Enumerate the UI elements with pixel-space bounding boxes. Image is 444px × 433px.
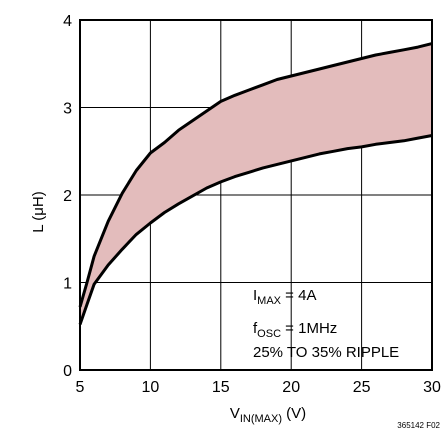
plot-frame	[79, 19, 433, 371]
x-tick-label: 20	[282, 379, 300, 396]
x-tick-label: 15	[212, 379, 230, 396]
y-tick-label: 3	[63, 101, 72, 118]
annotation-ripple: 25% TO 35% RIPPLE	[253, 344, 399, 361]
y-tick-label: 4	[63, 13, 72, 30]
y-axis-label: L (μH)	[30, 191, 47, 232]
inductance-range-band	[80, 43, 432, 325]
conditions-annotation: IMAX = 4A fOSC = 1MHz 25% TO 35% RIPPLE	[253, 287, 399, 361]
annotation-fosc: fOSC = 1MHz	[253, 320, 337, 340]
lower-bound-curve	[78, 134, 433, 325]
x-tick-label: 10	[142, 379, 160, 396]
y-tick-label: 0	[63, 363, 72, 380]
figure-id: 365142 F02	[397, 421, 440, 430]
y-tick-label: 2	[63, 188, 72, 205]
y-axis-ticks: 0 1 2 3 4	[63, 13, 72, 380]
x-tick-label: 30	[423, 379, 441, 396]
x-axis-ticks: 5 10 15 20 25 30	[76, 379, 441, 396]
x-tick-label: 5	[76, 379, 85, 396]
upper-bound-curve	[78, 42, 433, 308]
y-tick-label: 1	[63, 276, 72, 293]
x-tick-label: 25	[353, 379, 371, 396]
x-axis-label: VIN(MAX) (V)	[230, 405, 306, 425]
annotation-imax: IMAX = 4A	[253, 287, 316, 307]
